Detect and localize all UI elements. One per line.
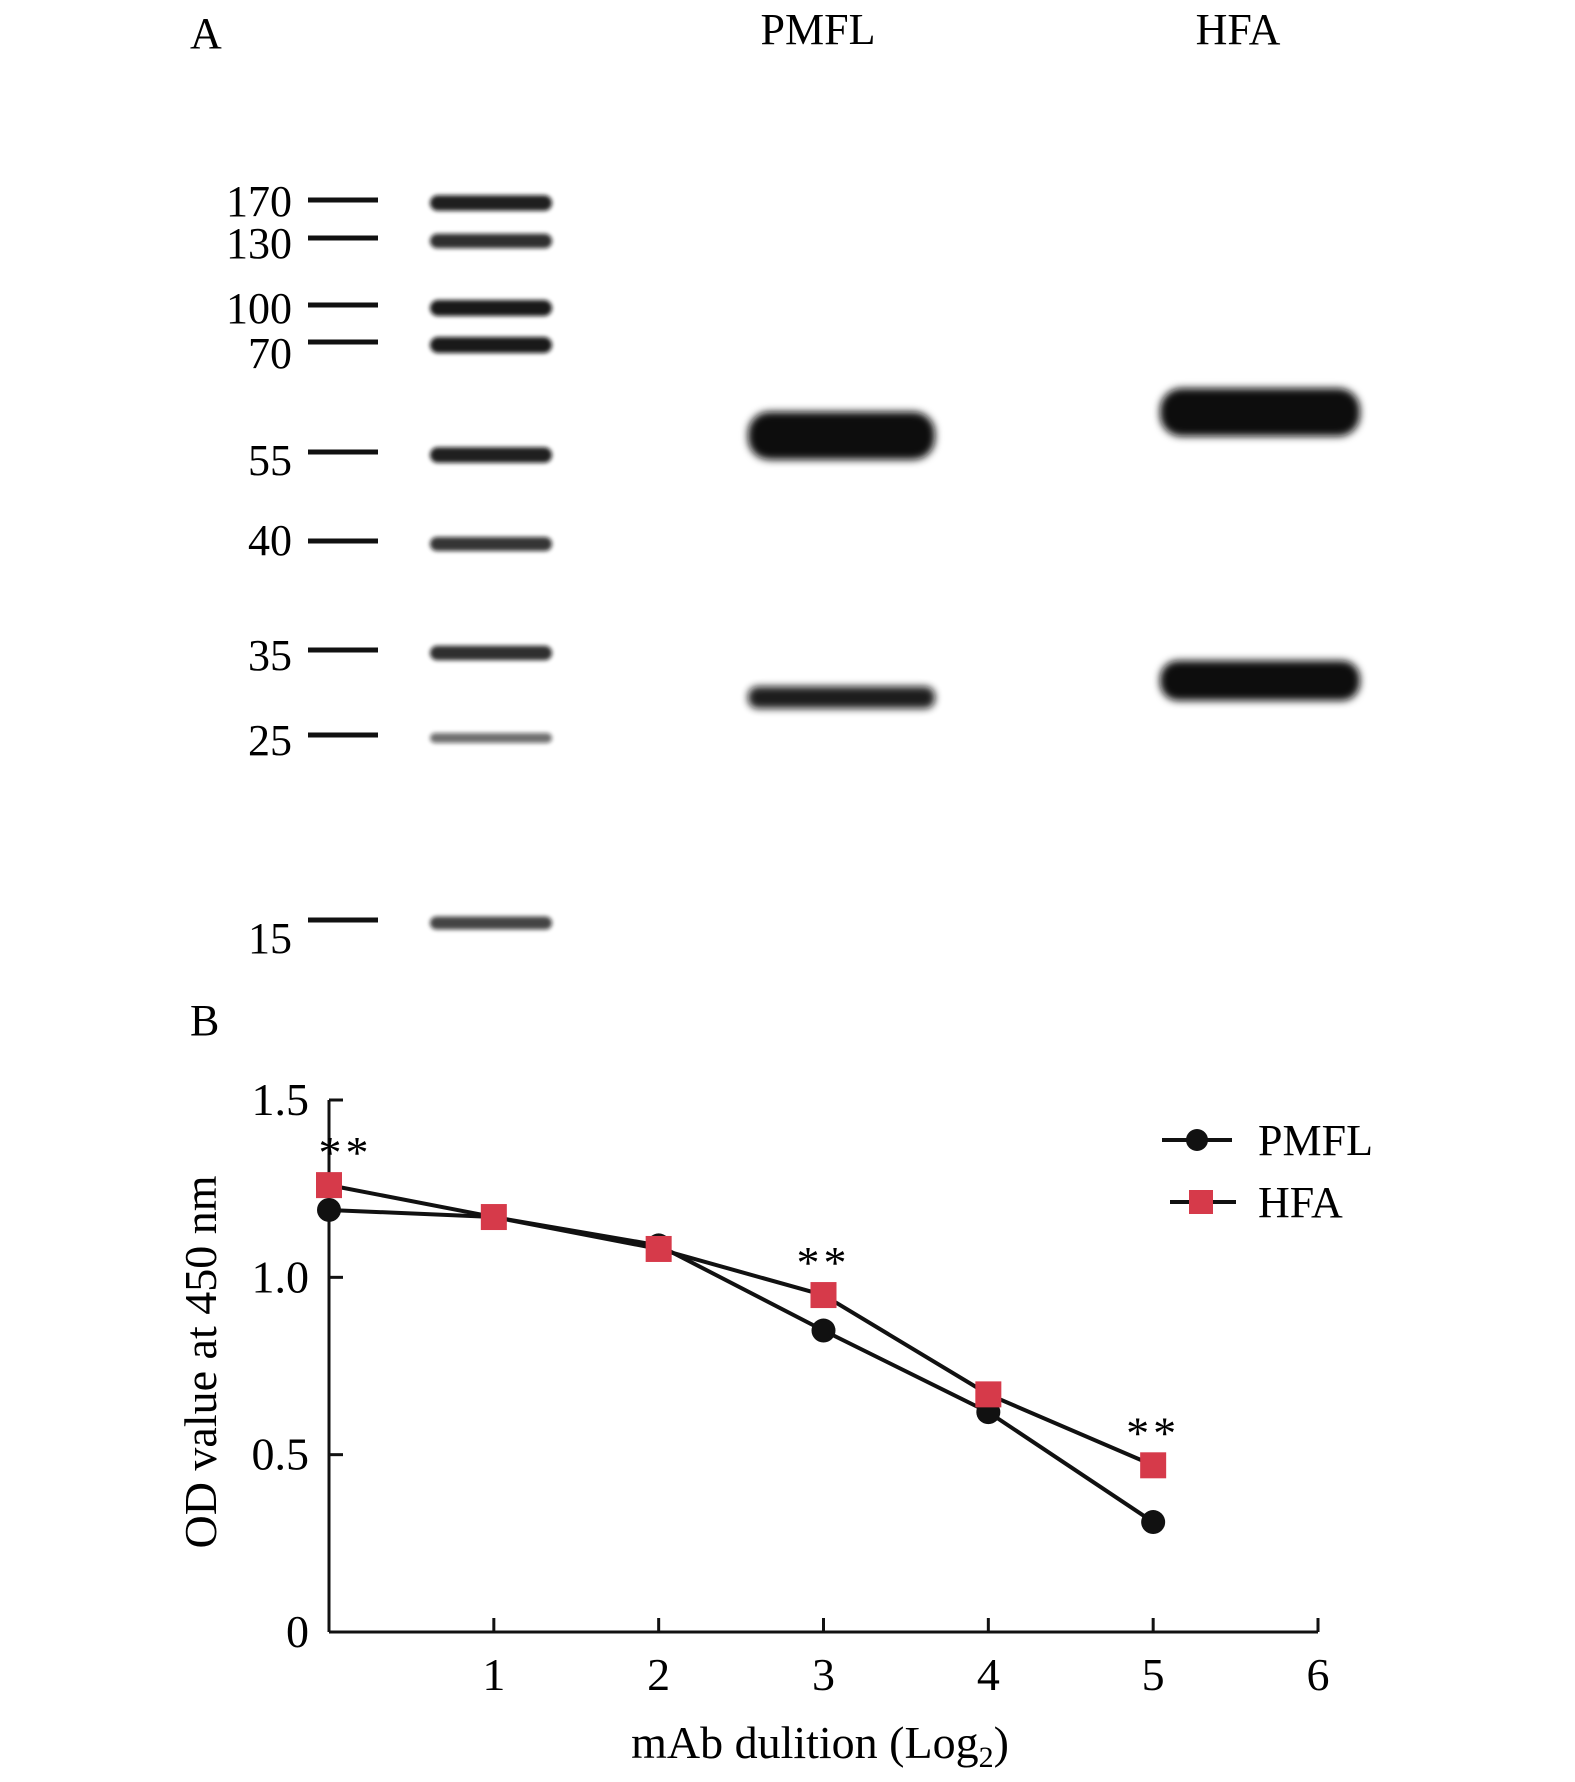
x-axis-label-subscript: 2 bbox=[979, 1741, 994, 1774]
y-tick-label-0.5: 0.5 bbox=[252, 1429, 310, 1480]
x-tick-label-5: 5 bbox=[1142, 1649, 1165, 1700]
marker-label-70: 70 bbox=[248, 329, 292, 378]
y-axis-label: OD value at 450 nm bbox=[175, 1175, 226, 1548]
sample-band-pmfl-0 bbox=[748, 411, 935, 460]
point-pmfl-3 bbox=[811, 1318, 836, 1343]
x-tick-label-2: 2 bbox=[647, 1649, 670, 1700]
ladder-band-15 bbox=[430, 916, 552, 930]
y-tick-label-1.0: 1.0 bbox=[252, 1251, 310, 1302]
x-tick-label-6: 6 bbox=[1307, 1649, 1330, 1700]
point-pmfl-0 bbox=[317, 1197, 341, 1222]
sample-lanes bbox=[748, 388, 1360, 709]
ladder-band-170 bbox=[430, 195, 552, 211]
significance-mark-1: ** bbox=[797, 1237, 851, 1288]
point-hfa-3 bbox=[810, 1282, 837, 1309]
ladder-band-70 bbox=[430, 337, 552, 353]
sample-band-hfa-2 bbox=[1160, 388, 1360, 437]
ladder-band-40 bbox=[430, 537, 552, 551]
ladder-band-130 bbox=[430, 233, 552, 249]
series-line-hfa bbox=[328, 1183, 1154, 1468]
marker-label-35: 35 bbox=[248, 631, 292, 680]
x-axis-label-suffix: ) bbox=[994, 1717, 1009, 1768]
marker-label-15: 15 bbox=[248, 914, 292, 963]
lane-label-pmfl: PMFL bbox=[761, 5, 876, 54]
y-tick-label-0: 0 bbox=[286, 1606, 309, 1657]
legend-label-hfa: HFA bbox=[1258, 1178, 1343, 1227]
x-axis-label-main: mAb dulition (Log bbox=[631, 1717, 979, 1768]
y-tick-label-1.5: 1.5 bbox=[252, 1074, 310, 1125]
x-tick-label-3: 3 bbox=[812, 1649, 835, 1700]
x-axis-label: mAb dulition (Log2) bbox=[631, 1717, 1009, 1774]
marker-label-100: 100 bbox=[226, 284, 292, 333]
legend-marker-hfa bbox=[1189, 1190, 1213, 1214]
lane-label-hfa: HFA bbox=[1196, 5, 1281, 54]
point-hfa-4 bbox=[975, 1381, 1002, 1408]
sample-band-pmfl-1 bbox=[748, 686, 935, 709]
panel-b: B 0 0.5 1.0 1.5 1 2 3 4 5 6 OD value at 450 nm m… bbox=[175, 996, 1373, 1774]
legend-label-pmfl: PMFL bbox=[1258, 1116, 1373, 1165]
point-hfa-1 bbox=[480, 1204, 507, 1231]
series-line-pmfl bbox=[328, 1207, 1155, 1524]
x-tick-label-4: 4 bbox=[977, 1649, 1000, 1700]
point-pmfl-5 bbox=[1141, 1510, 1166, 1535]
marker-label-170: 170 bbox=[226, 177, 292, 226]
legend-marker-pmfl bbox=[1186, 1129, 1208, 1151]
y-axis-ticks: 0 0.5 1.0 1.5 bbox=[252, 1074, 343, 1657]
x-tick-label-1: 1 bbox=[482, 1649, 505, 1700]
panel-a-label: A bbox=[190, 9, 222, 58]
marker-label-130: 130 bbox=[226, 219, 292, 268]
point-hfa-5 bbox=[1140, 1452, 1167, 1479]
significance-annotations: ** ** ** bbox=[318, 1127, 1180, 1458]
ladder-band-35 bbox=[430, 645, 552, 661]
marker-label-25: 25 bbox=[248, 716, 292, 765]
marker-label-40: 40 bbox=[248, 516, 292, 565]
panel-b-label: B bbox=[190, 996, 219, 1045]
ladder-band-25 bbox=[430, 733, 552, 743]
marker-label-55: 55 bbox=[248, 436, 292, 485]
significance-mark-2: ** bbox=[1126, 1407, 1180, 1458]
marker-ticks bbox=[308, 197, 378, 923]
legend: PMFL HFA bbox=[1162, 1116, 1373, 1227]
sample-band-hfa-3 bbox=[1160, 660, 1360, 701]
point-hfa-2 bbox=[645, 1235, 672, 1262]
series-layer bbox=[316, 1172, 1167, 1535]
ladder-lane bbox=[430, 195, 552, 930]
legend-item-hfa: HFA bbox=[1170, 1178, 1343, 1227]
significance-mark-0: ** bbox=[318, 1127, 372, 1178]
x-axis-ticks: 1 2 3 4 5 6 bbox=[482, 1618, 1330, 1700]
legend-item-pmfl: PMFL bbox=[1162, 1116, 1373, 1165]
ladder-band-100 bbox=[430, 300, 552, 316]
point-hfa-0 bbox=[316, 1172, 342, 1199]
ladder-band-55 bbox=[430, 447, 552, 463]
